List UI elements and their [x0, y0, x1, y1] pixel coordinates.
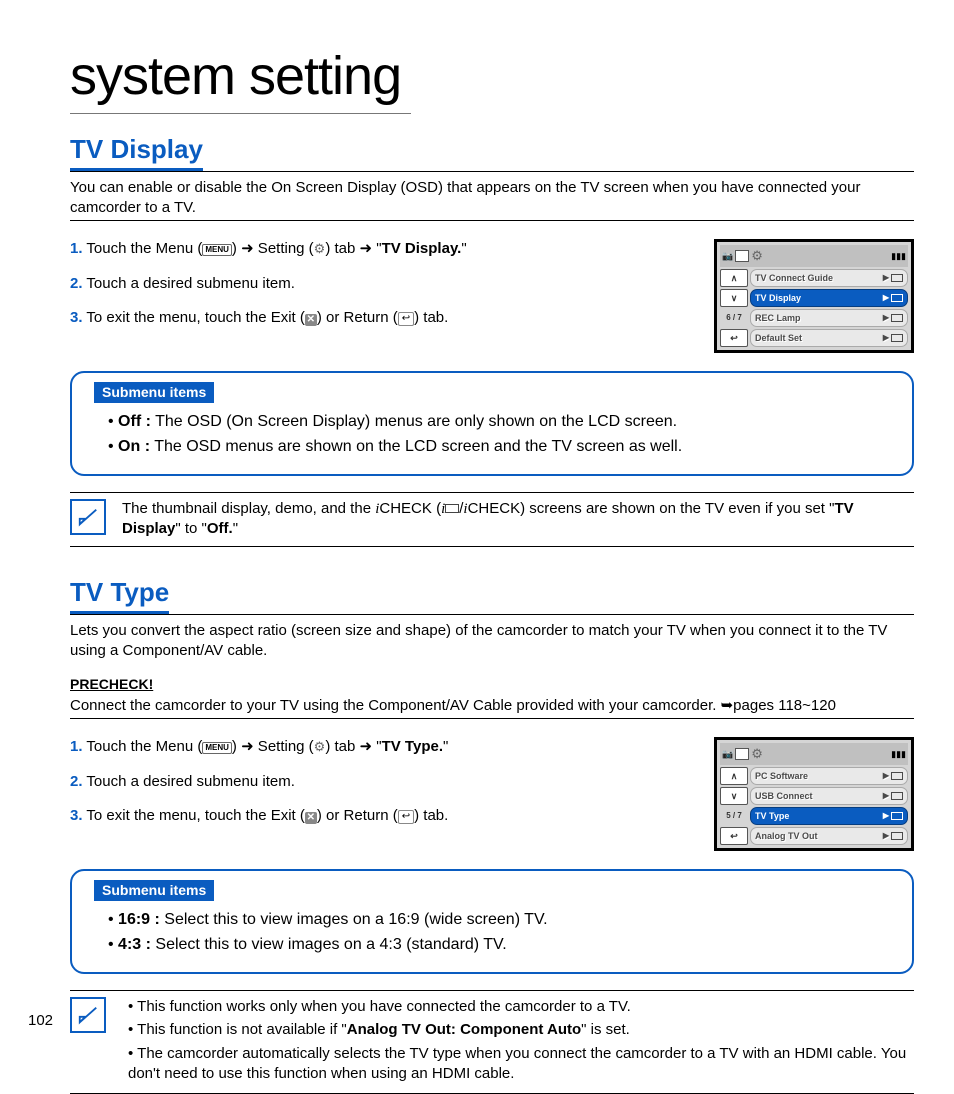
lcd-menu-item[interactable]: PC Software▶ [750, 767, 908, 785]
submenu-item-label: 16:9 : [118, 911, 160, 928]
page-indicator: 5 / 7 [720, 807, 748, 825]
submenu-label: Submenu items [94, 382, 214, 403]
lcd-menu-item[interactable]: Analog TV Out▶ [750, 827, 908, 845]
tv-display-steps: 1. Touch the Menu (MENU) ➜ Setting (⚙) t… [70, 239, 696, 342]
lcd-menu-item[interactable]: REC Lamp▶ [750, 309, 908, 327]
step-number: 3. [70, 309, 83, 326]
submenu-item-desc: Select this to view images on a 16:9 (wi… [160, 911, 548, 928]
return-button[interactable]: ↩ [720, 827, 748, 845]
step-number: 1. [70, 240, 83, 257]
step-text: Touch the Menu ( [86, 738, 202, 755]
submenu-item-label: Off : [118, 413, 151, 430]
step-text: To exit the menu, touch the Exit ( [86, 807, 304, 824]
step-text: ) [232, 240, 241, 257]
submenu-item-desc: Select this to view images on a 4:3 (sta… [151, 936, 507, 953]
step-text: ) tab [325, 738, 359, 755]
lcd-menu-item[interactable]: Default Set▶ [750, 329, 908, 347]
menu-icon: MENU [202, 742, 232, 754]
down-button[interactable]: ∨ [720, 787, 748, 805]
arrow-icon: ➜ [241, 738, 254, 755]
step-number: 2. [70, 773, 83, 790]
submenu-item-desc: The OSD menus are shown on the LCD scree… [150, 438, 682, 455]
section-heading-tv-display: TV Display [70, 132, 203, 171]
submenu-label: Submenu items [94, 880, 214, 901]
list-icon [735, 250, 749, 262]
tv-type-steps: 1. Touch the Menu (MENU) ➜ Setting (⚙) t… [70, 737, 696, 840]
camera-icon: 📷 [722, 748, 733, 760]
down-button[interactable]: ∨ [720, 289, 748, 307]
step-text: ) tab. [414, 807, 448, 824]
camera-icon: 📷 [722, 250, 733, 262]
gear-icon: ⚙ [751, 745, 763, 763]
step-number: 1. [70, 738, 83, 755]
step-text: Touch the Menu ( [86, 240, 202, 257]
note-list: This function works only when you have c… [122, 997, 914, 1087]
step-text: " [372, 738, 382, 755]
lcd-preview: 📷 ⚙ ▮▮▮ ∧ ∨ 6 / 7 ↩ TV Connect Guide▶ TV … [714, 239, 914, 353]
lcd-menu-item[interactable]: TV Connect Guide▶ [750, 269, 908, 287]
precheck-label: PRECHECK! [70, 675, 914, 694]
step-text: ) or Return ( [317, 309, 398, 326]
return-button[interactable]: ↩ [720, 329, 748, 347]
lcd-menu-item[interactable]: USB Connect▶ [750, 787, 908, 805]
submenu-item-label: On : [118, 438, 150, 455]
page-title: system setting [70, 40, 411, 114]
battery-icon: ▮▮▮ [891, 748, 906, 760]
note-text: This function works only when you have c… [137, 998, 631, 1015]
lcd-menu-item[interactable]: TV Type▶ [750, 807, 908, 825]
arrow-icon: ➜ [360, 738, 373, 755]
note-text: The camcorder automatically selects the … [128, 1045, 906, 1082]
note-text: The thumbnail display, demo, and the iCH… [122, 499, 914, 540]
submenu-item-label: 4:3 : [118, 936, 151, 953]
note-icon [70, 997, 106, 1033]
tv-type-intro: Lets you convert the aspect ratio (scree… [70, 621, 914, 664]
step-text: " [461, 240, 466, 257]
lcd-menu-item[interactable]: TV Display▶ [750, 289, 908, 307]
page-indicator: 6 / 7 [720, 309, 748, 327]
battery-icon: ▮▮▮ [891, 250, 906, 262]
arrow-icon: ➜ [360, 240, 373, 257]
step-text: Touch a desired submenu item. [86, 275, 294, 292]
submenu-box: Submenu items Off : The OSD (On Screen D… [70, 371, 914, 476]
step-text: Touch a desired submenu item. [86, 773, 294, 790]
arrow-icon: ➜ [241, 240, 254, 257]
close-icon: ✕ [305, 314, 317, 326]
step-text: Setting ( [254, 240, 314, 257]
step-number: 3. [70, 807, 83, 824]
tv-display-intro: You can enable or disable the On Screen … [70, 178, 914, 222]
note-text: This function is not available if " [137, 1021, 347, 1038]
note-icon [70, 499, 106, 535]
menu-icon: MENU [202, 244, 232, 256]
step-bold: TV Type. [382, 738, 443, 755]
note-bold: Analog TV Out: Component Auto [347, 1021, 581, 1038]
step-text: " [443, 738, 448, 755]
submenu-box: Submenu items 16:9 : Select this to view… [70, 869, 914, 974]
gear-icon: ⚙ [314, 738, 326, 756]
return-icon: ↩ [398, 312, 414, 326]
page-number: 102 [28, 1011, 53, 1031]
step-bold: TV Display. [382, 240, 462, 257]
list-icon [735, 748, 749, 760]
step-text: ) or Return ( [317, 807, 398, 824]
up-button[interactable]: ∧ [720, 767, 748, 785]
lcd-preview: 📷 ⚙ ▮▮▮ ∧ ∨ 5 / 7 ↩ PC Software▶ USB Conn… [714, 737, 914, 851]
step-text: To exit the menu, touch the Exit ( [86, 309, 304, 326]
step-text: ) tab [325, 240, 359, 257]
close-icon: ✕ [305, 812, 317, 824]
note-text: " is set. [581, 1021, 630, 1038]
step-text: " [372, 240, 382, 257]
step-text: Setting ( [254, 738, 314, 755]
up-button[interactable]: ∧ [720, 269, 748, 287]
step-text: ) tab. [414, 309, 448, 326]
step-number: 2. [70, 275, 83, 292]
return-icon: ↩ [398, 810, 414, 824]
gear-icon: ⚙ [751, 247, 763, 265]
submenu-item-desc: The OSD (On Screen Display) menus are on… [151, 413, 677, 430]
gear-icon: ⚙ [314, 240, 326, 258]
section-heading-tv-type: TV Type [70, 575, 169, 614]
step-text: ) [232, 738, 241, 755]
precheck-text: Connect the camcorder to your TV using t… [70, 696, 914, 719]
